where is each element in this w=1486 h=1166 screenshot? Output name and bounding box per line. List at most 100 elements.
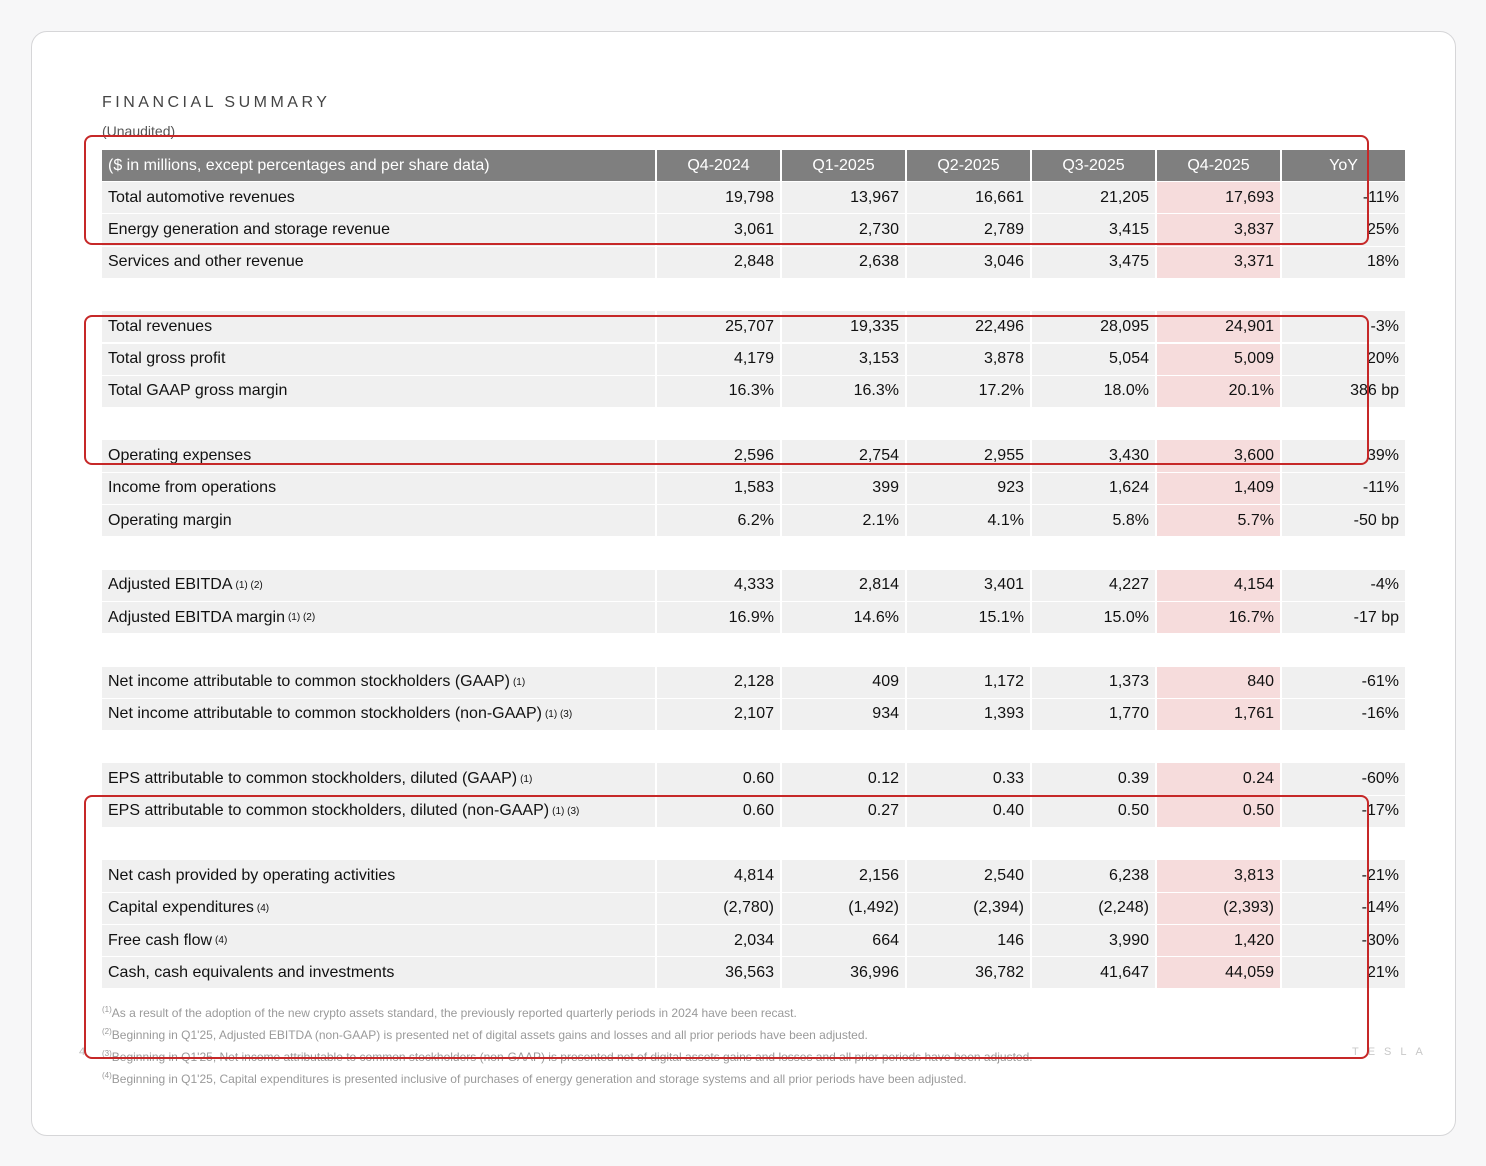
- value-cell: 14.6%: [782, 601, 905, 634]
- footnote-text: As a result of the adoption of the new c…: [111, 1006, 797, 1020]
- value-cell: 36,782: [907, 957, 1030, 989]
- value-cell: 2,156: [782, 860, 905, 892]
- value-text: 3,153: [858, 350, 899, 368]
- value-cell: 0.33: [907, 763, 1030, 795]
- label-text: Operating margin: [108, 511, 232, 529]
- value-text: 3,430: [1108, 447, 1149, 465]
- label-text: Total GAAP gross margin: [108, 382, 288, 400]
- footnote-ref: (4): [215, 935, 228, 947]
- value-text: -17 bp: [1353, 608, 1399, 626]
- value-cell: 39%: [1282, 440, 1405, 472]
- value-cell: 3,430: [1032, 440, 1155, 472]
- value-text: 3,600: [1233, 447, 1274, 465]
- row-label: Total GAAP gross margin: [102, 375, 655, 408]
- value-cell: 2,789: [907, 214, 1030, 246]
- value-cell: 16.9%: [657, 601, 780, 634]
- highlight-box: [84, 135, 1369, 245]
- value-cell: 1,172: [907, 666, 1030, 698]
- footnote: (2)Beginning in Q1'25, Adjusted EBITDA (…: [102, 1027, 868, 1042]
- value-text: (1,492): [848, 899, 899, 917]
- label-text: Net income attributable to common stockh…: [108, 673, 510, 691]
- value-text: 4,333: [733, 576, 774, 594]
- value-text: 3,401: [983, 576, 1024, 594]
- value-text: -21%: [1361, 866, 1399, 884]
- logo: TESLA: [1352, 1046, 1432, 1058]
- value-text: 2,034: [733, 931, 774, 949]
- value-text: 0.60: [742, 802, 774, 820]
- value-cell: 3,475: [1032, 246, 1155, 278]
- value-text: 0.33: [992, 770, 1024, 788]
- value-cell: 2,814: [782, 569, 905, 601]
- value-text: 2,789: [983, 220, 1024, 238]
- value-text: 3,061: [733, 220, 774, 238]
- value-cell: -17 bp: [1282, 601, 1405, 634]
- value-cell: 399: [782, 472, 905, 504]
- value-text: 19,798: [725, 188, 774, 206]
- value-text: 2,128: [733, 673, 774, 691]
- value-text: 2.1%: [862, 511, 899, 529]
- value-cell: 0.12: [782, 763, 905, 795]
- value-text: 24,901: [1225, 317, 1274, 335]
- value-cell: 20%: [1282, 343, 1405, 375]
- value-text: 3,990: [1108, 931, 1149, 949]
- value-cell: 1,420: [1157, 924, 1280, 957]
- value-cell: 2,596: [657, 440, 780, 472]
- value-cell: 1,583: [657, 472, 780, 504]
- value-text: 4,227: [1108, 576, 1149, 594]
- header-text: Q2-2025: [937, 156, 1000, 174]
- value-text: 2,156: [858, 866, 899, 884]
- label-text: Total automotive revenues: [108, 188, 295, 206]
- value-cell: 1,373: [1032, 666, 1155, 698]
- value-cell: 21%: [1282, 957, 1405, 989]
- value-text: 3,046: [983, 253, 1024, 271]
- label-text: Free cash flow: [108, 931, 213, 949]
- value-cell: -4%: [1282, 569, 1405, 601]
- value-cell: 17,693: [1157, 182, 1280, 214]
- value-cell: 923: [907, 472, 1030, 504]
- label-text: Energy generation and storage revenue: [108, 220, 390, 238]
- value-cell: 4,227: [1032, 569, 1155, 601]
- value-cell: 2,638: [782, 246, 905, 278]
- value-text: 1,770: [1108, 705, 1149, 723]
- value-text: 3,878: [983, 350, 1024, 368]
- value-cell: 0.39: [1032, 763, 1155, 795]
- value-cell: 25%: [1282, 214, 1405, 246]
- header-cell: Q2-2025: [907, 150, 1030, 181]
- value-cell: -21%: [1282, 860, 1405, 892]
- row-label: Energy generation and storage revenue: [102, 214, 655, 246]
- value-text: -17%: [1361, 802, 1399, 820]
- label-text: Capital expenditures: [108, 899, 254, 917]
- footnote: (4)Beginning in Q1'25, Capital expenditu…: [102, 1071, 967, 1086]
- value-text: 2,107: [733, 705, 774, 723]
- value-cell: 3,061: [657, 214, 780, 246]
- footnote-marker: (2): [102, 1027, 112, 1036]
- value-text: 36,996: [850, 963, 899, 981]
- value-text: 21,205: [1100, 188, 1149, 206]
- value-cell: 15.0%: [1032, 601, 1155, 634]
- value-text: 2,638: [858, 253, 899, 271]
- value-text: (2,248): [1098, 899, 1149, 917]
- value-cell: 1,624: [1032, 472, 1155, 504]
- value-text: 2,730: [858, 220, 899, 238]
- value-text: 16.3%: [728, 382, 774, 400]
- footnote-ref: (1) (2): [287, 612, 316, 624]
- value-text: 4,814: [733, 866, 774, 884]
- value-text: 2,814: [858, 576, 899, 594]
- footnote-marker: (3): [102, 1049, 112, 1058]
- value-text: 664: [872, 931, 899, 949]
- row-label: Capital expenditures (4): [102, 892, 655, 924]
- value-text: 923: [997, 479, 1024, 497]
- header-cell: Q4-2025: [1157, 150, 1280, 181]
- value-cell: 44,059: [1157, 957, 1280, 989]
- value-text: -11%: [1362, 188, 1399, 206]
- value-cell: 0.60: [657, 763, 780, 795]
- value-text: -30%: [1361, 931, 1399, 949]
- label-text: Adjusted EBITDA: [108, 576, 233, 594]
- value-text: 5.8%: [1112, 511, 1149, 529]
- value-text: 0.27: [867, 802, 899, 820]
- label-text: Net income attributable to common stockh…: [108, 705, 542, 723]
- value-text: 16.9%: [728, 608, 774, 626]
- highlight-box: [84, 315, 1369, 465]
- label-text: EPS attributable to common stockholders,…: [108, 770, 518, 788]
